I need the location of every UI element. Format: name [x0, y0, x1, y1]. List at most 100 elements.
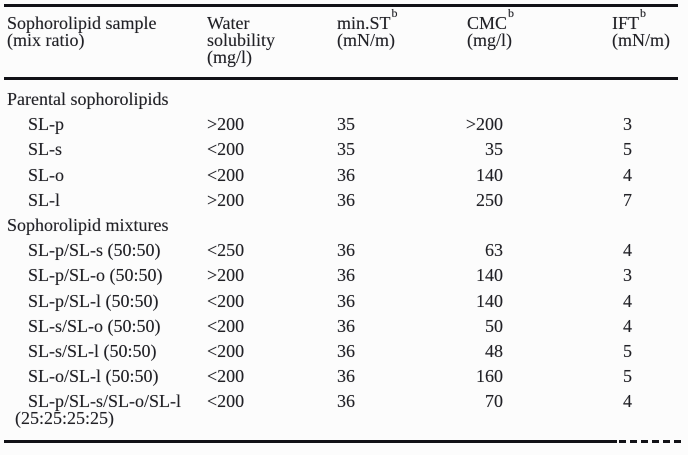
cell-sample: SL-s/SL-o (50:50) [28, 315, 161, 336]
cell-min-st: 36 [337, 340, 355, 361]
cell-water-solubility: <250 [207, 240, 245, 261]
cell-water-solubility: <200 [207, 164, 245, 185]
section-title-mixtures: Sophorolipid mixtures [4, 213, 678, 238]
cell-cmc: 140 [476, 290, 503, 311]
table-row-sl-l: SL-l >200 36 250 7 [4, 188, 678, 213]
column-header-water-line1: Water [207, 13, 250, 33]
table-row-sl-s-sl-l: SL-s/SL-l (50:50) <200 36 48 5 [4, 339, 678, 364]
cell-sample: SL-s [28, 139, 63, 160]
section-title-parental: Parental sophorolipids [4, 87, 678, 112]
column-header-sample-line1: Sophorolipid sample [7, 13, 157, 33]
cell-water-solubility: <200 [207, 391, 245, 412]
cell-cmc: 70 [485, 391, 503, 412]
column-header-cmc-line2: (mg/l) [467, 30, 512, 50]
column-header-min-st: min.STb (mN/m) [337, 7, 437, 66]
column-header-water-line3: (mg/l) [207, 47, 252, 67]
cell-ift: 3 [623, 265, 632, 286]
cell-sample: SL-p/SL-l (50:50) [28, 290, 159, 311]
table-row-sl-o-sl-l: SL-o/SL-l (50:50) <200 36 160 5 [4, 364, 678, 389]
column-header-cmc-label: CMC [467, 13, 508, 33]
cell-sample: SL-o/SL-l (50:50) [28, 366, 159, 387]
cell-min-st: 36 [337, 366, 355, 387]
cell-sample: SL-l [28, 189, 61, 210]
column-header-min-st-line1: min.STb [337, 7, 437, 33]
cell-min-st: 35 [337, 114, 355, 135]
column-header-ift-line1: IFTb [612, 7, 678, 33]
cell-cmc: 63 [485, 240, 503, 261]
cell-sample: SL-s/SL-l (50:50) [28, 340, 157, 361]
cell-water-solubility: >200 [207, 265, 245, 286]
cell-min-st: 36 [337, 189, 355, 210]
cell-ift: 4 [623, 315, 632, 336]
cell-ift: 5 [623, 139, 632, 160]
cell-sample: SL-p/SL-o (50:50) [28, 265, 163, 286]
cell-min-st: 36 [337, 265, 355, 286]
cell-min-st: 36 [337, 315, 355, 336]
cell-cmc: 160 [476, 366, 503, 387]
footnote-marker-b: b [640, 6, 646, 20]
cell-cmc: 50 [485, 315, 503, 336]
cell-ift: 4 [623, 240, 632, 261]
cell-ift: 4 [623, 164, 632, 185]
cell-cmc: 140 [476, 164, 503, 185]
cell-ift: 7 [623, 189, 632, 210]
cell-cmc: 35 [485, 139, 503, 160]
cell-min-st: 35 [337, 139, 355, 160]
cell-sample-ratio: (25:25:25:25) [15, 408, 114, 429]
table-top-rule [4, 4, 678, 7]
table-row-sl-s-sl-o: SL-s/SL-o (50:50) <200 36 50 4 [4, 314, 678, 339]
table-body: Parental sophorolipids SL-p >200 35 >200… [4, 87, 678, 431]
table-row-sl-p-sl-s: SL-p/SL-s (50:50) <250 36 63 4 [4, 238, 678, 263]
cell-cmc: 48 [485, 340, 503, 361]
cell-min-st: 36 [337, 391, 355, 412]
cell-ift: 4 [623, 290, 632, 311]
table-header: Sophorolipid sample (mix ratio) Water so… [4, 7, 678, 67]
table-row-four-way-mix: SL-p/SL-s/SL-o/SL-l (25:25:25:25) <200 3… [4, 389, 678, 431]
cell-ift: 3 [623, 114, 632, 135]
cell-sample-name: SL-p/SL-s/SL-o/SL-l [28, 391, 182, 412]
table-row-sl-s: SL-s <200 35 35 5 [4, 137, 678, 162]
cell-ift: 4 [623, 391, 632, 412]
cell-water-solubility: <200 [207, 139, 245, 160]
cell-sample: SL-p [28, 114, 64, 135]
cell-cmc: 250 [476, 189, 503, 210]
table-header-rule [4, 77, 678, 80]
section-title-text: Sophorolipid mixtures [7, 215, 169, 236]
cell-ift: 5 [623, 340, 632, 361]
column-header-cmc-line1: CMCb [467, 7, 514, 32]
column-header-sample-line2: (mix ratio) [7, 30, 85, 50]
column-header-min-st-line2: (mN/m) [337, 30, 395, 50]
cell-water-solubility: <200 [207, 290, 245, 311]
cell-sample: SL-o [28, 164, 64, 185]
footnote-marker-b: b [508, 6, 515, 20]
table-row-sl-p-sl-l: SL-p/SL-l (50:50) <200 36 140 4 [4, 289, 678, 314]
cell-cmc: 140 [476, 265, 503, 286]
cell-min-st: 36 [337, 290, 355, 311]
table-row-sl-p-sl-o: SL-p/SL-o (50:50) >200 36 140 3 [4, 263, 678, 288]
section-title-text: Parental sophorolipids [7, 89, 169, 110]
column-header-ift-label: IFT [612, 13, 639, 33]
column-header-water-line2: solubility [207, 30, 276, 50]
column-header-ift-line2: (mN/m) [612, 30, 670, 50]
cell-water-solubility: <200 [207, 366, 245, 387]
cell-min-st: 36 [337, 240, 355, 261]
cell-cmc: >200 [465, 114, 503, 135]
column-header-min-st-label: min.ST [337, 13, 391, 33]
column-header-sample: Sophorolipid sample (mix ratio) [4, 13, 207, 66]
cell-ift: 5 [623, 366, 632, 387]
table-bottom-rule-dashes [619, 440, 684, 443]
cell-water-solubility: <200 [207, 340, 245, 361]
table-bottom-rule [4, 440, 617, 443]
column-header-cmc: CMCb (mg/l) [437, 7, 514, 66]
column-header-ift: IFTb (mN/m) [503, 7, 678, 66]
cell-sample: SL-p/SL-s (50:50) [28, 240, 161, 261]
footnote-marker-b: b [391, 6, 398, 20]
cell-min-st: 36 [337, 164, 355, 185]
cell-water-solubility: >200 [207, 114, 245, 135]
column-header-water-solubility: Water solubility (mg/l) [207, 13, 337, 67]
cell-water-solubility: >200 [207, 189, 245, 210]
cell-water-solubility: <200 [207, 315, 245, 336]
table-row-sl-o: SL-o <200 36 140 4 [4, 163, 678, 188]
cell-sample: SL-p/SL-s/SL-o/SL-l (25:25:25:25) [4, 391, 207, 429]
